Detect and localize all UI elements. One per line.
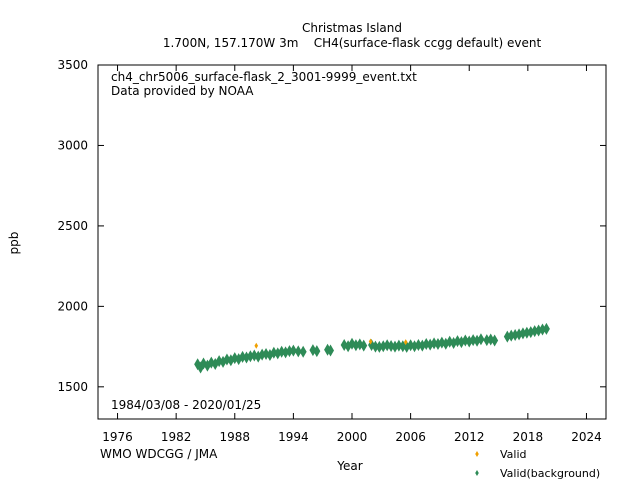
data-point-background: [531, 325, 539, 338]
data-point-background: [511, 329, 519, 342]
legend-background-label: Valid(background): [500, 467, 600, 480]
data-point-background: [294, 345, 302, 358]
y-tick-label: 2500: [57, 219, 88, 233]
series-background-points: [194, 322, 550, 374]
provider-label: Data provided by NOAA: [111, 84, 254, 98]
series-valid-points: [254, 338, 408, 349]
plot-frame: [97, 64, 607, 420]
data-point-background: [414, 338, 422, 351]
data-point-background: [278, 345, 286, 358]
x-tick-label: 2012: [454, 430, 485, 444]
y-tick-label: 3500: [57, 58, 88, 72]
x-tick-labels: 1976 1982 1988 1994 2000 2006 2012 2018 2024: [102, 430, 601, 444]
data-point-valid: [368, 338, 373, 345]
data-point-background: [539, 323, 546, 336]
data-point-background: [299, 345, 307, 358]
data-point-background: [313, 345, 321, 358]
data-point-background: [477, 333, 485, 346]
y-tick-label: 2000: [57, 299, 88, 313]
data-point-valid: [254, 342, 259, 349]
data-point-background: [270, 346, 278, 359]
data-point-background: [383, 339, 391, 352]
data-point-background: [422, 338, 430, 351]
data-point-background: [430, 337, 438, 350]
data-point-background: [523, 326, 531, 339]
x-tick-label: 1994: [278, 430, 309, 444]
x-tick-label: 2018: [513, 430, 544, 444]
data-point-background: [507, 329, 515, 342]
data-point-background: [289, 344, 297, 357]
y-axis-label: ppb: [7, 232, 21, 255]
chart-title: Christmas Island: [302, 21, 402, 35]
x-tick-label: 1976: [102, 430, 133, 444]
data-point-background: [239, 350, 247, 363]
watermark: WMO WDCGG / JMA: [100, 447, 218, 461]
x-axis-label: Year: [336, 459, 362, 473]
y-tick-labels: 1500 2000 2500 3000 3500: [57, 58, 88, 394]
data-point-background: [399, 340, 407, 353]
data-point-background: [491, 334, 499, 347]
data-point-background: [327, 344, 335, 357]
data-point-background: [519, 327, 527, 340]
data-point-background: [387, 339, 395, 352]
data-point-background: [483, 334, 491, 347]
data-point-background: [360, 339, 368, 352]
data-point-background: [371, 340, 379, 353]
x-tick-label: 2006: [395, 430, 426, 444]
chart-subtitle: 1.700N, 157.170W 3m CH4(surface-flask cc…: [163, 36, 542, 50]
x-tick-label: 2024: [571, 430, 602, 444]
data-point-valid: [403, 339, 408, 346]
x-tick-label: 2000: [337, 430, 368, 444]
data-point-background: [469, 334, 477, 347]
legend-valid-label: Valid: [500, 448, 527, 461]
axis-ticks: [98, 64, 606, 419]
data-point-background: [542, 322, 550, 335]
data-point-background: [375, 340, 383, 353]
data-point-background: [395, 339, 403, 352]
legend-valid-marker: [475, 451, 479, 457]
data-point-background: [285, 345, 293, 358]
y-tick-label: 1500: [57, 380, 88, 394]
legend-background-marker: [475, 470, 479, 476]
data-point-background: [258, 348, 266, 361]
y-tick-label: 3000: [57, 138, 88, 152]
legend: Valid Valid(background): [475, 448, 600, 480]
date-range-label: 1984/03/08 - 2020/01/25: [111, 398, 261, 412]
x-tick-label: 1988: [219, 430, 250, 444]
filename-label: ch4_chr5006_surface-flask_2_3001-9999_ev…: [111, 70, 417, 84]
x-tick-label: 1982: [161, 430, 192, 444]
